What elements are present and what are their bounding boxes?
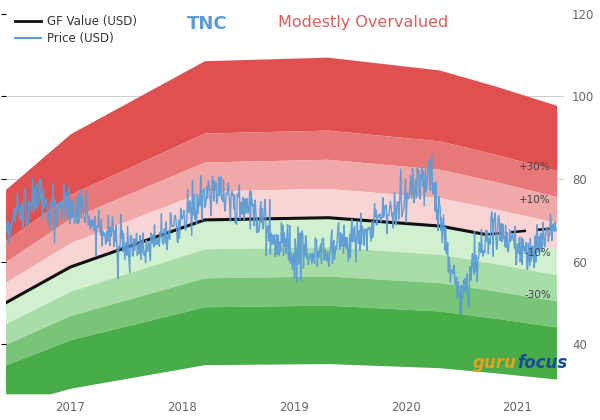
Text: guru: guru <box>473 354 517 373</box>
Text: +30%: +30% <box>520 162 551 172</box>
Legend: GF Value (USD), Price (USD): GF Value (USD), Price (USD) <box>11 11 140 49</box>
Text: -30%: -30% <box>524 290 551 300</box>
Text: +10%: +10% <box>520 195 551 205</box>
Text: focus: focus <box>517 354 567 373</box>
Text: Modestly Overvalued: Modestly Overvalued <box>278 15 448 30</box>
Text: TNC: TNC <box>187 15 227 33</box>
Text: -10%: -10% <box>524 248 551 258</box>
